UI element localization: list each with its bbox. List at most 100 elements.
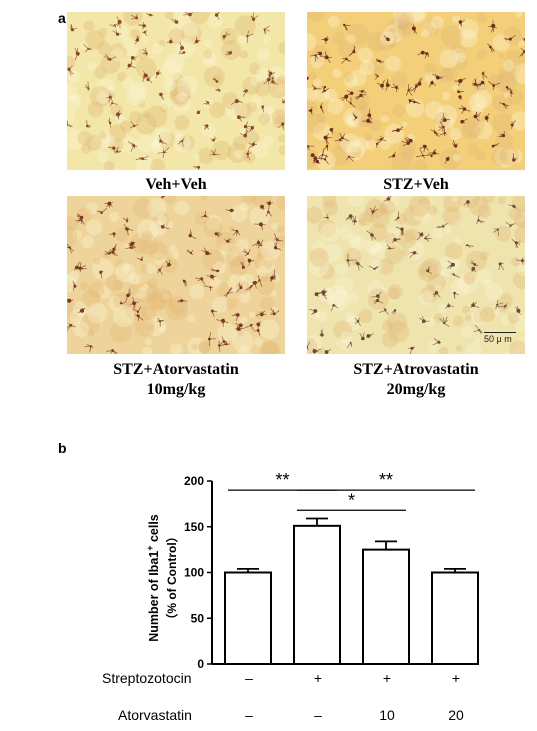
tissue-blob [104,135,116,146]
cell-process [394,310,396,313]
cell-process [159,265,163,271]
cell-process [360,95,364,99]
tissue-blob [418,268,426,276]
cell-process [210,274,213,277]
cell-process [378,309,386,314]
microglia-cell [368,265,379,270]
tissue-blob [343,108,363,128]
tissue-blob [492,33,511,52]
cell-process [222,318,225,322]
cell-process [142,49,147,54]
cell-process [283,99,285,103]
tissue-blob [514,206,525,229]
cell-process [147,76,151,80]
cell-process [326,143,329,147]
tissue-blob [395,12,405,22]
cell-process [272,81,279,85]
cell-process [422,320,425,324]
cell-process [192,165,199,168]
cell-process [104,250,110,254]
microglia-cell [463,199,470,207]
tissue-blob [81,143,92,154]
tissue-blob [340,133,360,153]
tissue-blob [479,306,496,323]
cell-process [215,233,220,237]
tissue-blob [236,239,249,251]
cell-process [427,270,432,274]
cell-process [325,137,327,144]
microglia-cell [146,74,153,83]
microglia-cell [84,344,94,353]
cell-process [181,140,184,147]
tissue-blob [359,60,375,76]
cell-process [160,94,164,101]
tissue-blob [515,336,525,354]
tissue-blob [220,242,239,261]
cell-process [433,149,436,154]
cell-process [405,90,409,97]
tissue-blob [235,280,250,295]
tissue-blob [142,110,150,118]
tissue-blob [421,258,442,279]
cell-process [244,253,249,256]
tissue-blob [249,206,269,227]
cell-process [216,233,223,235]
cell-process [270,308,275,315]
microglia-cell [115,146,122,154]
cell-process [137,306,142,313]
cell-process [410,98,414,102]
tissue-blob [503,26,523,46]
cell-process [493,25,497,29]
tissue-blob [467,142,479,155]
microglia-cell [354,317,361,326]
cell-process [216,12,220,16]
tissue-blob [257,247,268,259]
cell-process [358,90,363,92]
tissue-blob [397,19,408,30]
cell-process [130,244,136,248]
microglia-cell [225,208,235,213]
cell-process [506,86,509,89]
cell-process [384,310,389,315]
cell-process [324,159,329,165]
cell-process [352,215,356,222]
cell-process [439,121,444,128]
cell-process [460,77,467,82]
cell-process [272,81,276,85]
tissue-blob [104,160,115,170]
tissue-blob [508,340,525,354]
tissue-blob [121,264,131,273]
microglia-cell [418,316,430,324]
cell-process [108,117,111,124]
cell-process [374,300,378,305]
cell-process [408,86,412,91]
tissue-blob [320,223,340,243]
cell-process [460,121,463,124]
cell-process [307,146,310,151]
tissue-blob [455,57,468,70]
microglia-cell [329,128,334,134]
tissue-blob [112,279,124,291]
tissue-blob [381,320,394,332]
cell-process [318,154,323,158]
tissue-blob [471,103,484,116]
tissue-blob [197,147,215,165]
tissue-blob [268,78,285,99]
tissue-blob [158,324,166,333]
cell-process [326,56,330,59]
cell-process [225,52,231,56]
cell-process [326,57,331,63]
tissue-blob [445,242,463,260]
tissue-blob [313,78,322,87]
tissue-blob [308,71,317,80]
cell-process [238,117,243,122]
microglia-cell [146,13,154,17]
cell-process [109,102,113,107]
tissue-blob [241,196,257,205]
cell-process [426,53,430,57]
tissue-blob [476,268,493,284]
tissue-blob [307,206,323,224]
microglia-cell [243,121,251,130]
cell-process [354,321,359,325]
cell-body [350,91,354,95]
